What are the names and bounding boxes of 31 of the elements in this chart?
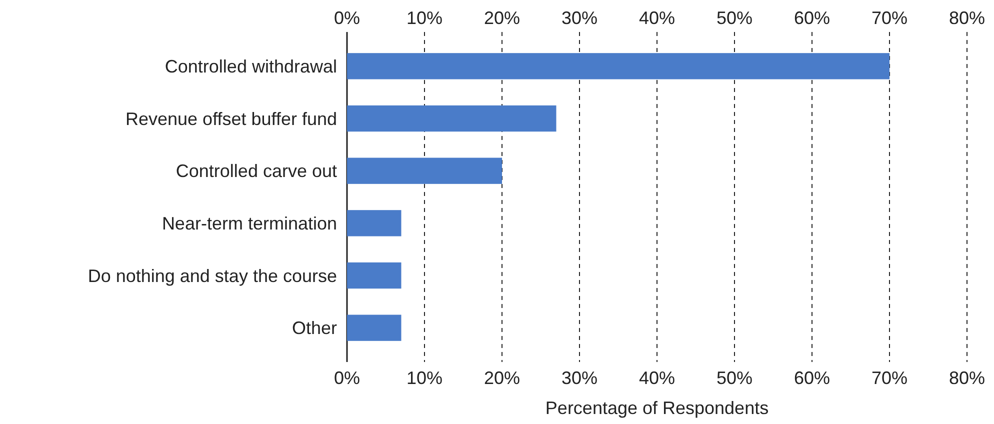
x2-tick-label: 0%	[334, 368, 360, 388]
x-tick-label: 20%	[484, 8, 520, 28]
x-tick-label: 50%	[716, 8, 753, 28]
x-axis-title: Percentage of Respondents	[545, 398, 769, 418]
x-tick-label: 40%	[638, 8, 676, 28]
x2-tick-label: 10%	[406, 368, 443, 388]
bar	[347, 210, 402, 236]
bar	[347, 262, 402, 289]
y-tick-label: Controlled withdrawal	[164, 56, 337, 76]
y-tick-label: Near-term termination	[162, 213, 337, 234]
bar	[347, 105, 556, 132]
x-tick-label: 70%	[871, 8, 908, 28]
x2-tick-label: 20%	[484, 368, 520, 388]
y-tick-label: Other	[292, 318, 337, 338]
x2-tick-label: 60%	[794, 368, 830, 388]
x2-tick-label: 30%	[561, 368, 598, 388]
bar	[347, 158, 502, 184]
x2-tick-label: 70%	[871, 368, 908, 388]
bar	[347, 314, 402, 341]
x2-tick-label: 80%	[948, 368, 986, 388]
x-tick-label: 0%	[334, 8, 360, 28]
x-tick-label: 10%	[406, 8, 443, 28]
y-tick-label: Do nothing and stay the course	[88, 266, 337, 286]
x-tick-label: 30%	[561, 8, 598, 28]
y-tick-label: Revenue offset buffer fund	[126, 108, 337, 129]
x2-tick-label: 50%	[716, 368, 753, 388]
y-tick-label: Controlled carve out	[176, 161, 337, 182]
bar	[347, 53, 890, 80]
x-tick-label: 80%	[948, 8, 986, 28]
x-tick-label: 60%	[794, 8, 830, 28]
x2-tick-label: 40%	[638, 368, 676, 388]
